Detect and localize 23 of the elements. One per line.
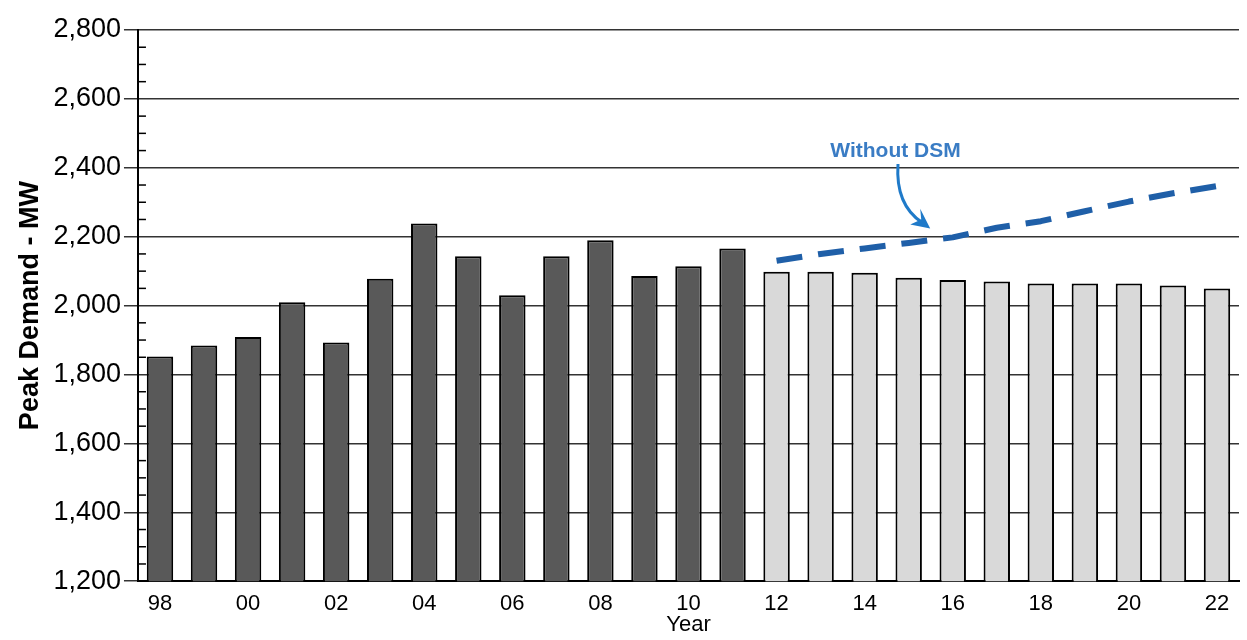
x-tick-label: 16 <box>940 590 965 616</box>
y-tick-label: 1,400 <box>53 495 121 526</box>
x-tick-label: 08 <box>588 590 613 616</box>
x-tick-label: 98 <box>147 590 173 616</box>
text: Without DSM <box>830 138 961 162</box>
y-tick-label: 1,200 <box>53 564 121 595</box>
x-tick-label: 06 <box>500 590 525 616</box>
x-tick-label: 14 <box>852 590 877 616</box>
y-tick-label: 1,600 <box>53 426 121 457</box>
x-tick-label: 22 <box>1204 590 1230 616</box>
y-tick-label: 2,600 <box>53 82 121 113</box>
y-axis-title: Peak Demand - MW <box>13 180 44 431</box>
x-tick-label: 04 <box>411 590 437 616</box>
x-tick-label: 18 <box>1028 590 1054 616</box>
x-tick-label: 00 <box>235 590 261 616</box>
y-tick-label: 2,000 <box>53 289 121 320</box>
y-tick-label: 1,800 <box>53 357 121 388</box>
y-tick-label: 2,200 <box>53 220 121 251</box>
x-tick-label: 02 <box>323 590 349 616</box>
x-tick-label: 20 <box>1116 590 1142 616</box>
x-tick-label: 12 <box>764 590 789 616</box>
y-tick-label: 2,400 <box>53 151 121 182</box>
y-tick-label: 2,800 <box>53 13 121 44</box>
